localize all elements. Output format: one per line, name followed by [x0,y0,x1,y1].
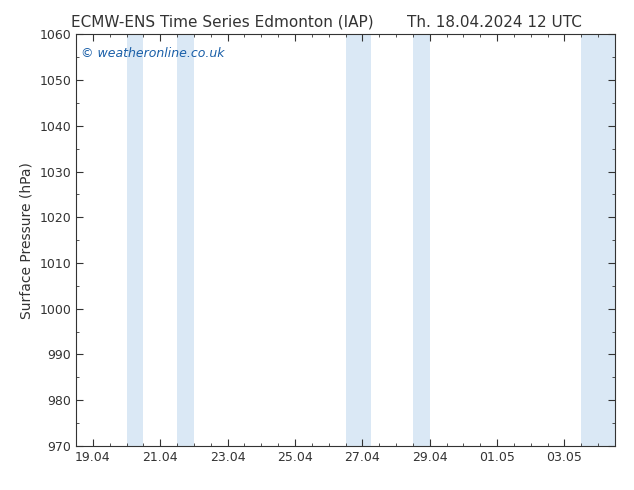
Bar [177,34,194,446]
Bar [581,34,615,446]
Text: ECMW-ENS Time Series Edmonton (IAP): ECMW-ENS Time Series Edmonton (IAP) [70,15,373,30]
Text: © weatheronline.co.uk: © weatheronline.co.uk [81,47,225,60]
Bar [413,34,430,446]
Y-axis label: Surface Pressure (hPa): Surface Pressure (hPa) [20,162,34,318]
Text: Th. 18.04.2024 12 UTC: Th. 18.04.2024 12 UTC [407,15,582,30]
Bar [127,34,143,446]
Bar [346,34,371,446]
